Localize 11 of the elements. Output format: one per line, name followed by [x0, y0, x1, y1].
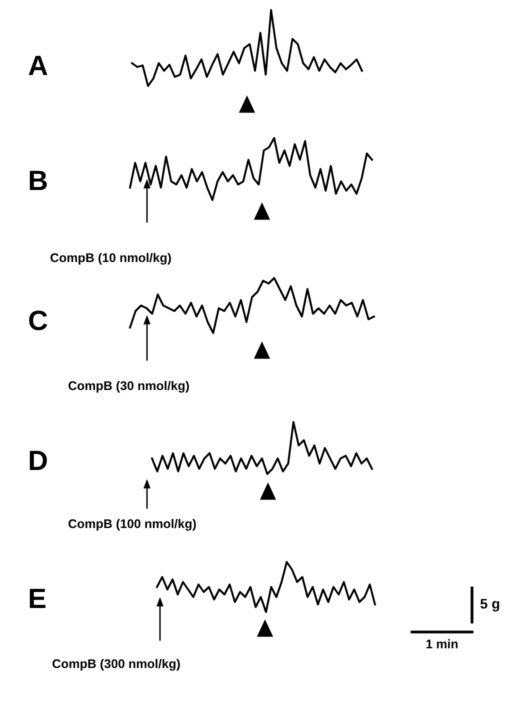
text: D: [30, 450, 47, 470]
text: 1 min: [426, 639, 458, 648]
text: 5 g: [480, 598, 500, 612]
text: CompB (100 nmol/kg): [68, 518, 196, 531]
text: C: [29, 310, 48, 330]
text: A: [28, 56, 48, 75]
text: CompB (10 nmol/kg): [50, 252, 171, 265]
text: CompB (300 nmol/kg): [52, 658, 180, 671]
text: E: [30, 588, 46, 608]
text: CompB (30 nmol/kg): [68, 380, 189, 393]
text: B: [30, 170, 47, 190]
